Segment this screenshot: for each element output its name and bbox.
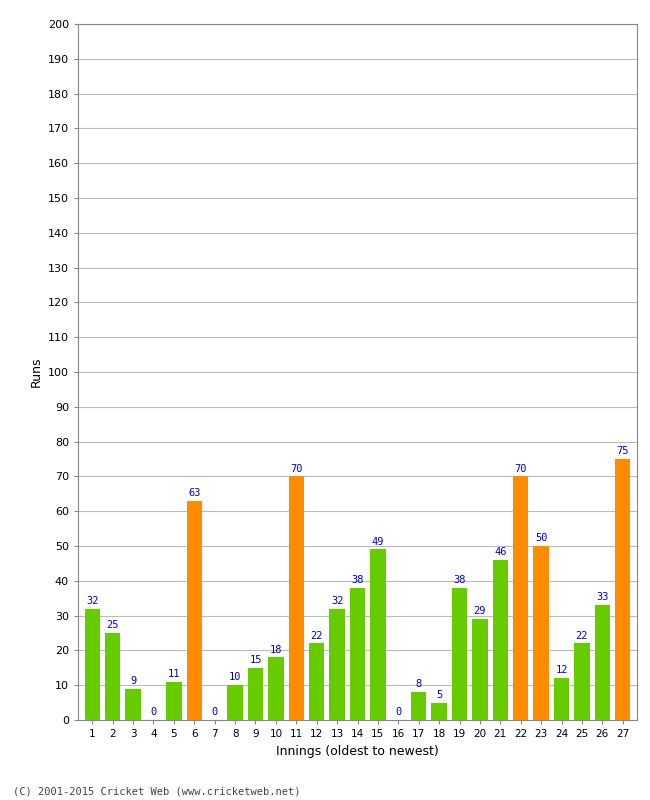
X-axis label: Innings (oldest to newest): Innings (oldest to newest) bbox=[276, 745, 439, 758]
Text: 46: 46 bbox=[494, 547, 506, 557]
Text: 9: 9 bbox=[130, 676, 136, 686]
Bar bbox=[493, 560, 508, 720]
Text: 11: 11 bbox=[168, 669, 180, 679]
Text: 10: 10 bbox=[229, 673, 241, 682]
Bar bbox=[125, 689, 141, 720]
Text: 0: 0 bbox=[150, 707, 157, 718]
Text: 0: 0 bbox=[395, 707, 402, 718]
Text: 15: 15 bbox=[249, 655, 262, 665]
Text: 32: 32 bbox=[331, 596, 343, 606]
Bar bbox=[268, 658, 283, 720]
Bar bbox=[330, 609, 344, 720]
Bar bbox=[473, 619, 488, 720]
Bar bbox=[350, 588, 365, 720]
Bar bbox=[248, 668, 263, 720]
Text: 22: 22 bbox=[311, 630, 323, 641]
Bar bbox=[513, 476, 528, 720]
Text: 33: 33 bbox=[596, 592, 608, 602]
Text: 49: 49 bbox=[372, 537, 384, 546]
Text: 29: 29 bbox=[474, 606, 486, 616]
Text: 38: 38 bbox=[351, 575, 364, 585]
Bar bbox=[370, 550, 385, 720]
Bar bbox=[227, 685, 242, 720]
Text: 63: 63 bbox=[188, 488, 201, 498]
Bar bbox=[534, 546, 549, 720]
Text: 32: 32 bbox=[86, 596, 99, 606]
Text: 18: 18 bbox=[270, 645, 282, 654]
Bar bbox=[105, 633, 120, 720]
Bar bbox=[309, 643, 324, 720]
Bar bbox=[84, 609, 100, 720]
Text: 70: 70 bbox=[514, 464, 527, 474]
Text: 8: 8 bbox=[415, 679, 422, 690]
Bar bbox=[289, 476, 304, 720]
Bar bbox=[432, 702, 447, 720]
Text: 5: 5 bbox=[436, 690, 442, 700]
Text: 0: 0 bbox=[211, 707, 218, 718]
Text: (C) 2001-2015 Cricket Web (www.cricketweb.net): (C) 2001-2015 Cricket Web (www.cricketwe… bbox=[13, 786, 300, 796]
Bar bbox=[166, 682, 181, 720]
Y-axis label: Runs: Runs bbox=[29, 357, 42, 387]
Text: 12: 12 bbox=[555, 666, 567, 675]
Bar bbox=[574, 643, 590, 720]
Text: 50: 50 bbox=[535, 534, 547, 543]
Bar bbox=[615, 459, 630, 720]
Text: 38: 38 bbox=[453, 575, 466, 585]
Text: 22: 22 bbox=[576, 630, 588, 641]
Text: 70: 70 bbox=[290, 464, 302, 474]
Bar bbox=[595, 605, 610, 720]
Bar bbox=[187, 501, 202, 720]
Bar bbox=[411, 692, 426, 720]
Bar bbox=[554, 678, 569, 720]
Text: 25: 25 bbox=[107, 620, 119, 630]
Bar bbox=[452, 588, 467, 720]
Text: 75: 75 bbox=[616, 446, 629, 456]
